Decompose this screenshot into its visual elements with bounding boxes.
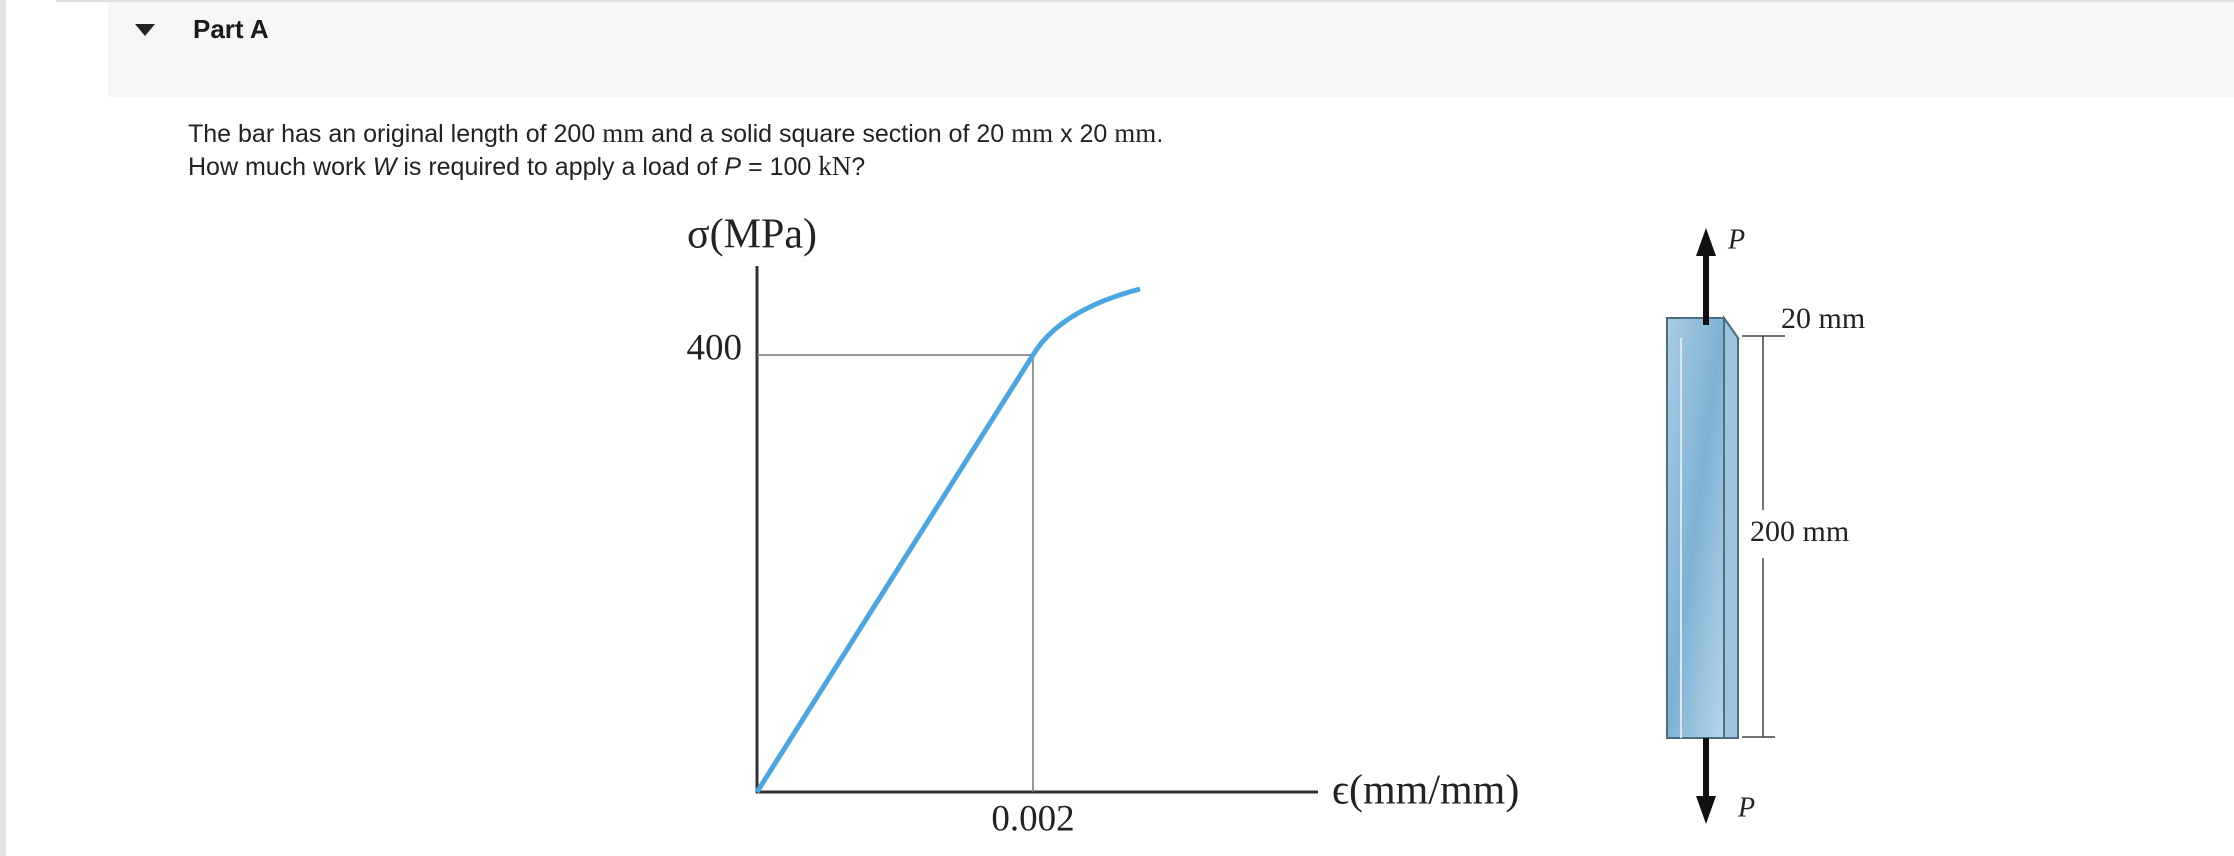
unit: mm xyxy=(602,118,645,148)
variable: P xyxy=(724,153,742,181)
bar-side xyxy=(1723,314,1739,739)
text: = 100 xyxy=(741,153,819,181)
length-label: 200 mm xyxy=(1750,515,1849,548)
text: ? xyxy=(851,153,866,181)
y-axis-label: σ(MPa) xyxy=(687,212,817,258)
load-label: P xyxy=(1727,224,1745,255)
text: x 20 xyxy=(1053,120,1115,148)
divider xyxy=(56,0,2234,2)
side-strip xyxy=(0,0,6,856)
load-label: P xyxy=(1737,792,1755,823)
problem-line: The bar has an original length of 200 mm… xyxy=(188,118,1163,149)
variable: W xyxy=(372,153,397,181)
arrow-head xyxy=(1696,796,1716,824)
unit: mm xyxy=(1011,118,1054,148)
text: is required to apply a load of xyxy=(396,153,725,181)
width-label: 20 mm xyxy=(1781,302,1865,335)
text: The bar has an original length of 200 xyxy=(188,120,603,148)
y-tick-label: 400 xyxy=(687,327,743,368)
collapse-toggle[interactable] xyxy=(135,24,155,36)
unit: kN xyxy=(818,151,852,181)
bar-front xyxy=(1666,317,1725,739)
part-title[interactable]: Part A xyxy=(193,14,269,44)
part-header[interactable] xyxy=(108,2,2234,97)
text: and a solid square section of 20 xyxy=(644,120,1012,148)
stress-strain-curve xyxy=(754,286,1141,794)
arrow-head xyxy=(1696,228,1716,256)
problem-line: How much work W is required to apply a l… xyxy=(188,151,865,182)
x-axis-label: ϵ(mm/mm) xyxy=(1332,768,1519,814)
text: . xyxy=(1156,120,1164,148)
x-tick-label: 0.002 xyxy=(991,798,1074,839)
text: How much work xyxy=(188,153,373,181)
unit: mm xyxy=(1114,118,1157,148)
